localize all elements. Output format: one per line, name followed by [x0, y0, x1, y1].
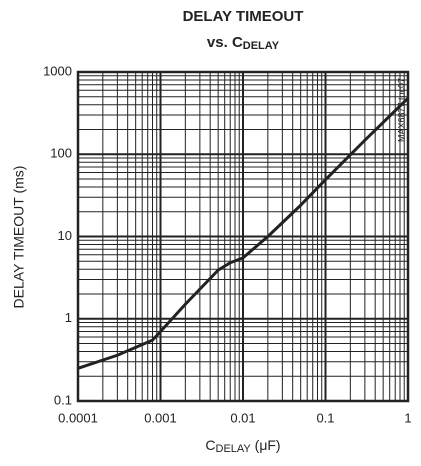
y-axis-label: DELAY TIMEOUT (ms) [11, 166, 27, 309]
x-tick-label: 0.0001 [58, 410, 98, 425]
x-label-unit: (μF) [251, 437, 281, 453]
x-axis-label: CDELAY (μF) [205, 437, 280, 455]
x-tick-label: 0.1 [316, 410, 334, 425]
plot-frame [76, 70, 410, 403]
y-tick-label: 1000 [43, 63, 72, 78]
x-tick-label: 0.001 [144, 410, 177, 425]
x-tick-label: 0.01 [230, 410, 255, 425]
data-line [77, 97, 410, 370]
y-tick-label: 1 [65, 310, 72, 325]
marks [77, 97, 410, 370]
x-label-subscript: DELAY [216, 443, 252, 455]
chart-title: DELAY TIMEOUT [183, 8, 304, 25]
y-tick-label: 10 [58, 228, 72, 243]
y-tick-label: 0.1 [54, 392, 72, 407]
chart-subtitle: vs. CDELAY [207, 34, 280, 52]
subtitle-text: vs. C [207, 34, 243, 51]
subtitle-subscript: DELAY [243, 40, 280, 52]
x-label-text: C [205, 437, 215, 453]
x-tick-label: 1 [404, 410, 411, 425]
annotation: MAX6877 toc07 [396, 78, 406, 142]
y-tick-label: 100 [50, 146, 72, 161]
